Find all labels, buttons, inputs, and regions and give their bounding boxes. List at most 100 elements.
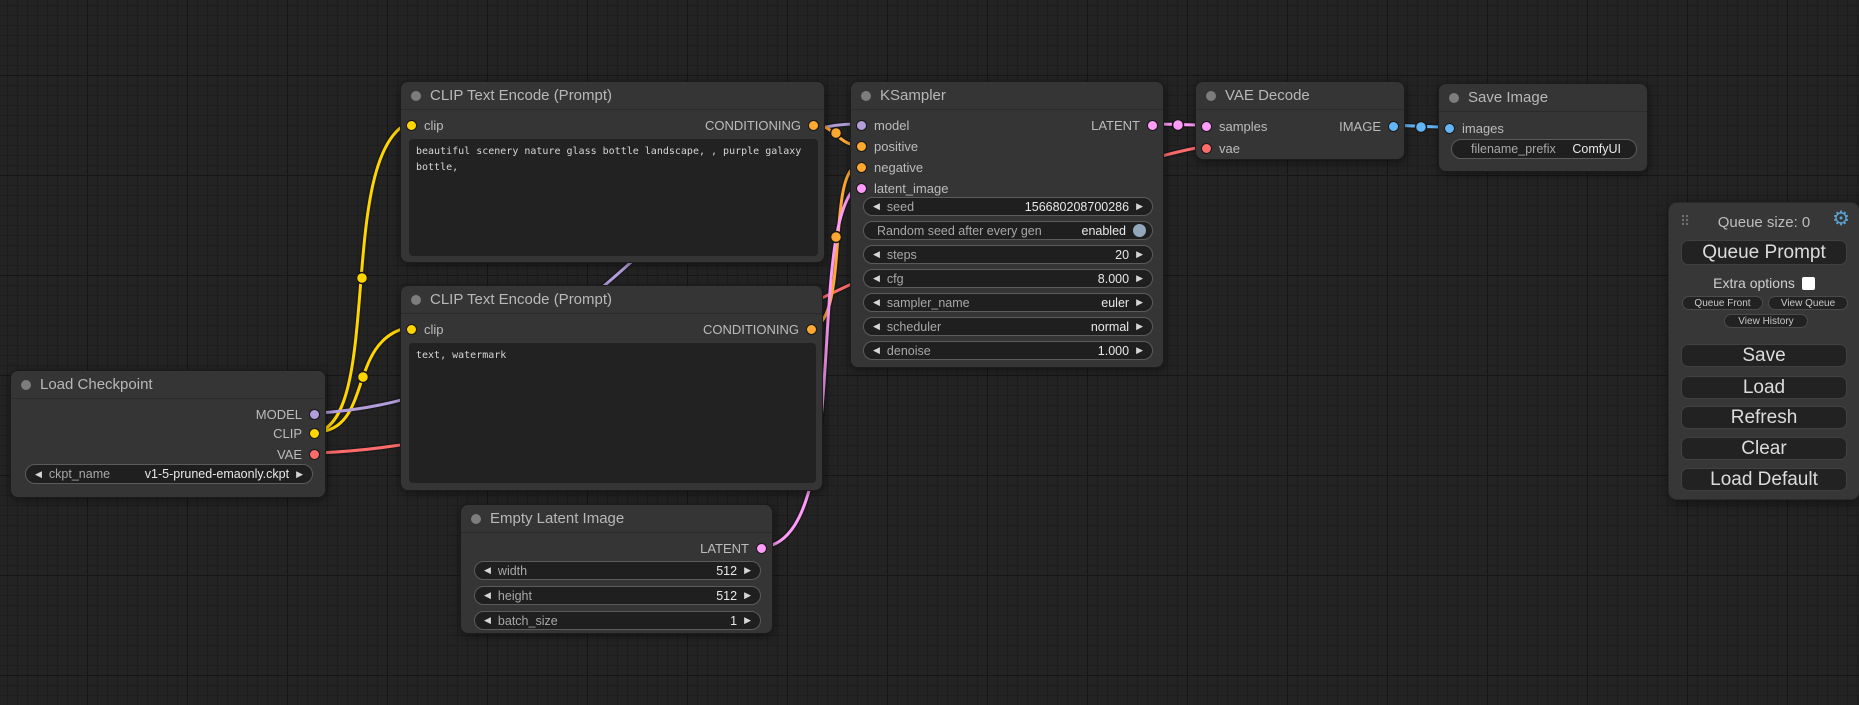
node-load-checkpoint[interactable]: Load Checkpoint MODEL CLIP VAE ◀ ckpt_na… <box>10 370 326 498</box>
port-vae-input[interactable]: vae <box>1201 139 1240 157</box>
increment-arrow-icon[interactable]: ▶ <box>296 468 303 479</box>
port-latent-output[interactable]: LATENT <box>700 539 767 557</box>
widget-batch-size[interactable]: ◀ batch_size 1 ▶ <box>474 611 761 630</box>
clip-port-icon[interactable] <box>406 119 417 131</box>
increment-arrow-icon[interactable]: ▶ <box>1136 321 1143 331</box>
toggle-on-icon[interactable] <box>1133 224 1146 237</box>
decrement-arrow-icon[interactable]: ◀ <box>873 345 880 355</box>
queue-prompt-button[interactable]: Queue Prompt <box>1681 240 1847 265</box>
widget-filename-prefix[interactable]: filename_prefix ComfyUI <box>1451 139 1637 159</box>
collapse-dot-icon[interactable] <box>861 90 871 101</box>
port-conditioning-output[interactable]: CONDITIONING <box>705 116 819 134</box>
queue-front-button[interactable]: Queue Front <box>1682 296 1763 310</box>
load-default-button[interactable]: Load Default <box>1681 468 1847 491</box>
port-positive-input[interactable]: positive <box>856 137 918 155</box>
port-images-input[interactable]: images <box>1444 119 1504 137</box>
widget-value: enabled <box>1081 223 1127 238</box>
drag-handle-icon[interactable]: ⠿ <box>1680 213 1691 229</box>
port-vae-output[interactable]: VAE <box>277 445 320 463</box>
widget-random-seed-toggle[interactable]: Random seed after every gen enabled <box>863 221 1153 240</box>
conditioning-port-icon[interactable] <box>808 119 819 131</box>
port-clip-output[interactable]: CLIP <box>273 424 320 442</box>
increment-arrow-icon[interactable]: ▶ <box>1136 297 1143 307</box>
image-port-icon[interactable] <box>1388 120 1399 132</box>
decrement-arrow-icon[interactable]: ◀ <box>484 565 491 575</box>
increment-arrow-icon[interactable]: ▶ <box>1136 345 1143 355</box>
view-history-button[interactable]: View History <box>1724 314 1808 328</box>
image-port-icon[interactable] <box>1444 122 1455 134</box>
port-clip-input[interactable]: clip <box>406 320 444 338</box>
increment-arrow-icon[interactable]: ▶ <box>1136 201 1143 211</box>
port-negative-input[interactable]: negative <box>856 158 923 176</box>
latent-port-icon[interactable] <box>756 542 767 554</box>
conditioning-port-icon[interactable] <box>806 323 817 335</box>
clip-port-icon[interactable] <box>406 323 417 335</box>
widget-seed[interactable]: ◀ seed 156680208700286 ▶ <box>863 197 1153 216</box>
widget-scheduler[interactable]: ◀ scheduler normal ▶ <box>863 317 1153 336</box>
widget-ckpt-name[interactable]: ◀ ckpt_name v1-5-pruned-emaonly.ckpt ▶ <box>25 464 313 484</box>
port-image-output[interactable]: IMAGE <box>1339 117 1399 135</box>
refresh-button[interactable]: Refresh <box>1681 406 1847 429</box>
collapse-dot-icon[interactable] <box>411 90 421 101</box>
increment-arrow-icon[interactable]: ▶ <box>744 615 751 625</box>
widget-value: ComfyUI <box>1572 142 1621 156</box>
widget-denoise[interactable]: ◀ denoise 1.000 ▶ <box>863 341 1153 360</box>
clear-button[interactable]: Clear <box>1681 437 1847 460</box>
increment-arrow-icon[interactable]: ▶ <box>744 565 751 575</box>
collapse-dot-icon[interactable] <box>1206 90 1216 101</box>
decrement-arrow-icon[interactable]: ◀ <box>873 201 880 211</box>
latent-port-icon[interactable] <box>1201 120 1212 132</box>
increment-arrow-icon[interactable]: ▶ <box>1136 249 1143 259</box>
clip-port-icon[interactable] <box>309 427 320 439</box>
view-queue-button[interactable]: View Queue <box>1768 296 1848 310</box>
load-button[interactable]: Load <box>1681 376 1847 399</box>
decrement-arrow-icon[interactable]: ◀ <box>873 321 880 331</box>
collapse-dot-icon[interactable] <box>21 379 31 390</box>
widget-width[interactable]: ◀ width 512 ▶ <box>474 561 761 580</box>
collapse-dot-icon[interactable] <box>1449 92 1459 103</box>
widget-sampler-name[interactable]: ◀ sampler_name euler ▶ <box>863 293 1153 312</box>
latent-port-icon[interactable] <box>856 182 867 194</box>
node-ksampler[interactable]: KSampler model positive negative latent_… <box>850 81 1164 368</box>
collapse-dot-icon[interactable] <box>471 513 481 524</box>
port-model-input[interactable]: model <box>856 116 909 134</box>
negative-prompt-textarea[interactable]: text, watermark <box>409 343 816 483</box>
widget-cfg[interactable]: ◀ cfg 8.000 ▶ <box>863 269 1153 288</box>
model-port-icon[interactable] <box>309 408 320 420</box>
node-empty-latent-image[interactable]: Empty Latent Image LATENT ◀ width 512 ▶ … <box>460 504 773 634</box>
port-latent-image-input[interactable]: latent_image <box>856 179 948 197</box>
node-vae-decode[interactable]: VAE Decode samples vae IMAGE <box>1195 81 1405 160</box>
increment-arrow-icon[interactable]: ▶ <box>1136 273 1143 283</box>
vae-port-icon[interactable] <box>1201 142 1212 154</box>
decrement-arrow-icon[interactable]: ◀ <box>484 590 491 600</box>
collapse-dot-icon[interactable] <box>411 294 421 305</box>
widget-height[interactable]: ◀ height 512 ▶ <box>474 586 761 605</box>
port-conditioning-output[interactable]: CONDITIONING <box>703 320 817 338</box>
extra-options-checkbox[interactable] <box>1801 276 1815 290</box>
extra-options-row: Extra options <box>1669 275 1859 291</box>
increment-arrow-icon[interactable]: ▶ <box>744 590 751 600</box>
decrement-arrow-icon[interactable]: ◀ <box>35 468 42 479</box>
conditioning-port-icon[interactable] <box>856 161 867 173</box>
port-clip-input[interactable]: clip <box>406 116 444 134</box>
save-button[interactable]: Save <box>1681 344 1847 367</box>
port-latent-output[interactable]: LATENT <box>1091 116 1158 134</box>
widget-label: seed <box>886 199 915 214</box>
widget-steps[interactable]: ◀ steps 20 ▶ <box>863 245 1153 264</box>
port-model-output[interactable]: MODEL <box>256 405 320 423</box>
vae-port-icon[interactable] <box>309 448 320 460</box>
decrement-arrow-icon[interactable]: ◀ <box>484 615 491 625</box>
positive-prompt-textarea[interactable]: beautiful scenery nature glass bottle la… <box>409 139 818 256</box>
node-save-image[interactable]: Save Image images filename_prefix ComfyU… <box>1438 83 1648 172</box>
widget-label: filename_prefix <box>1471 142 1556 156</box>
model-port-icon[interactable] <box>856 119 867 131</box>
conditioning-port-icon[interactable] <box>856 140 867 152</box>
node-clip-text-encode-negative[interactable]: CLIP Text Encode (Prompt) clip CONDITION… <box>400 285 823 491</box>
latent-port-icon[interactable] <box>1147 119 1158 131</box>
decrement-arrow-icon[interactable]: ◀ <box>873 249 880 259</box>
decrement-arrow-icon[interactable]: ◀ <box>873 297 880 307</box>
port-samples-input[interactable]: samples <box>1201 117 1267 135</box>
node-clip-text-encode-positive[interactable]: CLIP Text Encode (Prompt) clip CONDITION… <box>400 81 825 263</box>
decrement-arrow-icon[interactable]: ◀ <box>873 273 880 283</box>
gear-icon[interactable]: ⚙ <box>1832 208 1850 230</box>
